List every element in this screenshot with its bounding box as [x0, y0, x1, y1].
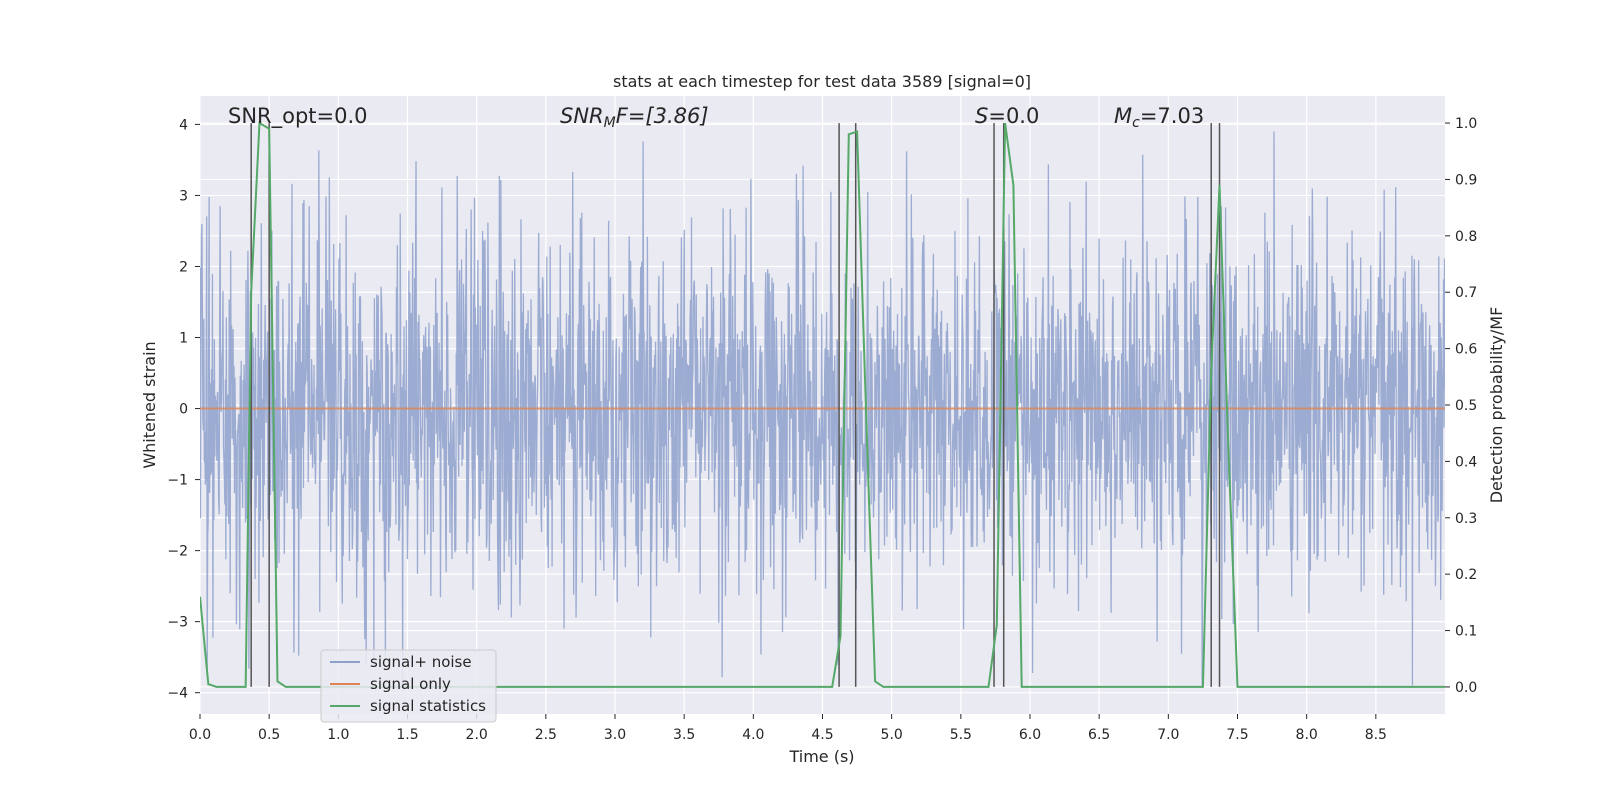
y2-ticks: 1.0 0.9 0.8 0.7 0.6 0.5 0.4 0.3 0.2 0.1 0.0: [1445, 116, 1477, 696]
x-tick-label: 2.0: [466, 727, 488, 743]
y-tick-label: −1: [167, 473, 188, 489]
x-tick-label: 4.0: [742, 727, 764, 743]
annotation-snr-opt: SNR_opt=0.0: [228, 104, 368, 129]
y2-tick-label: 0.1: [1455, 624, 1477, 640]
x-tick-label: 1.5: [396, 727, 418, 743]
annotation-mc-sub: c: [1132, 115, 1140, 131]
legend: signal+ noise signal only signal statist…: [320, 649, 497, 723]
y-tick-label: 4: [179, 117, 188, 133]
y2-axis-label: Detection probability/MF: [1487, 307, 1506, 504]
annotation-mc-main: M: [1114, 104, 1132, 128]
x-tick-label: 5.0: [881, 727, 903, 743]
annotation-s: S=0.0: [975, 104, 1039, 128]
x-tick-label: 0.5: [258, 727, 280, 743]
annotation-s-main: S: [975, 104, 988, 128]
y2-tick-label: 1.0: [1455, 116, 1477, 132]
x-tick-label: 1.0: [327, 727, 349, 743]
y2-tick-label: 0.7: [1455, 285, 1477, 301]
x-tick-label: 5.5: [950, 727, 972, 743]
y2-tick-label: 0.0: [1455, 680, 1477, 696]
legend-label-signal-statistics: signal statistics: [370, 697, 486, 715]
annotation-snr-mf-rest: F=[3.86]: [616, 104, 709, 128]
x-tick-label: 6.5: [1088, 727, 1110, 743]
annotation-s-rest: =0.0: [988, 104, 1039, 128]
y-tick-label: 3: [179, 188, 188, 204]
y-tick-label: 2: [179, 259, 188, 275]
annotation-snr-mf-sub: M: [604, 115, 616, 131]
y-tick-label: 0: [179, 402, 188, 418]
x-ticks: 0.0 0.5 1.0 1.5 2.0 2.5 3.0 3.5 4.0 4.5 5.0 5.5 6.0 6…: [189, 714, 1387, 743]
x-tick-label: 4.5: [811, 727, 833, 743]
y-tick-label: −3: [167, 615, 188, 631]
legend-box: [320, 649, 497, 723]
annotation-snr-mf-main: SNR: [560, 104, 604, 128]
y-ticks: 4 3 2 1 0 −1 −2 −3 −4: [167, 117, 200, 702]
y2-tick-label: 0.6: [1455, 342, 1477, 358]
x-tick-label: 7.5: [1226, 727, 1248, 743]
x-tick-label: 2.5: [535, 727, 557, 743]
y2-tick-label: 0.2: [1455, 567, 1477, 583]
x-tick-label: 3.0: [604, 727, 626, 743]
legend-label-signal-plus-noise: signal+ noise: [370, 653, 472, 671]
chart-title: stats at each timestep for test data 358…: [613, 72, 1031, 91]
y2-tick-label: 0.5: [1455, 398, 1477, 414]
x-tick-label: 8.0: [1296, 727, 1318, 743]
y-tick-label: 1: [179, 331, 188, 347]
annotation-mc-rest: =7.03: [1140, 104, 1204, 128]
annotation-snr-mf: SNRMF=[3.86]: [560, 104, 709, 131]
y-axis-label: Whitened strain: [140, 341, 159, 468]
x-tick-label: 7.0: [1157, 727, 1179, 743]
x-tick-label: 6.0: [1019, 727, 1041, 743]
annotation-mc: Mc=7.03: [1114, 104, 1204, 131]
y2-tick-label: 0.9: [1455, 172, 1477, 188]
legend-label-signal-only: signal only: [370, 675, 451, 693]
x-tick-label: 3.5: [673, 727, 695, 743]
x-tick-label: 8.5: [1365, 727, 1387, 743]
y-tick-label: −4: [167, 686, 188, 702]
series-signal-plus-noise: [200, 131, 1445, 686]
series-signal-statistics: [200, 121, 1445, 688]
x-tick-label: 0.0: [189, 727, 211, 743]
y-tick-label: −2: [167, 544, 188, 560]
x-axis-label: Time (s): [788, 747, 854, 766]
y2-tick-label: 0.8: [1455, 229, 1477, 245]
y2-tick-label: 0.4: [1455, 454, 1477, 470]
y2-tick-label: 0.3: [1455, 511, 1477, 527]
